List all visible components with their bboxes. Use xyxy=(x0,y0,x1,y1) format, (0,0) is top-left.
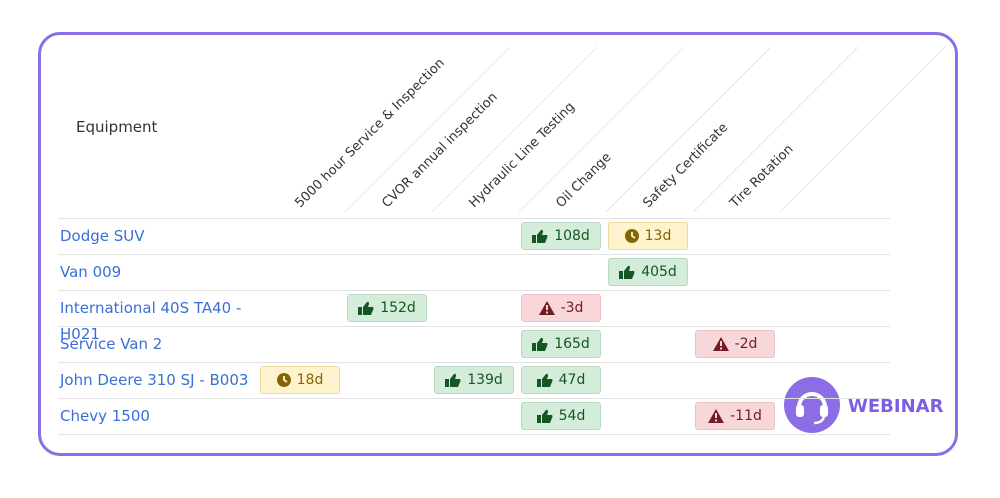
badge-text: -2d xyxy=(734,336,758,352)
badge-text: -3d xyxy=(560,300,584,316)
status-icon xyxy=(624,229,639,243)
header-divider xyxy=(518,46,685,213)
badge-text: 47d xyxy=(558,372,586,388)
status-badge: 165d xyxy=(521,330,601,358)
status-badge: 108d xyxy=(521,222,601,250)
badge-text: 54d xyxy=(558,408,586,424)
status-badge: 152d xyxy=(347,294,427,322)
badge-text: 108d xyxy=(554,228,590,244)
header-divider xyxy=(779,46,946,213)
status-badge: 18d xyxy=(260,366,340,394)
status-badge: 54d xyxy=(521,402,601,430)
header-divider xyxy=(431,46,598,213)
equipment-name: International 40S TA40 - H021 xyxy=(60,299,242,343)
row-line xyxy=(58,290,890,291)
status-icon xyxy=(276,373,291,387)
status-icon xyxy=(445,373,461,387)
status-badge: 13d xyxy=(608,222,688,250)
status-icon xyxy=(538,301,555,315)
status-badge: 139d xyxy=(434,366,514,394)
logo-text: WEBINAR xyxy=(848,396,944,417)
status-icon xyxy=(708,409,725,423)
equipment-header: Equipment xyxy=(76,118,158,136)
equipment-name: Van 009 xyxy=(60,263,122,281)
header-divider xyxy=(692,46,859,213)
status-badge: -11d xyxy=(695,402,775,430)
row-line xyxy=(58,218,890,219)
status-icon xyxy=(532,229,548,243)
row-line xyxy=(58,398,890,399)
row-line xyxy=(58,326,890,327)
badge-text: -11d xyxy=(730,408,762,424)
status-icon xyxy=(532,337,548,351)
badge-text: 13d xyxy=(644,228,672,244)
badge-text: 139d xyxy=(467,372,503,388)
status-icon xyxy=(712,337,729,351)
headset xyxy=(796,392,828,425)
equipment-name: Dodge SUV xyxy=(60,227,145,245)
status-badge: 405d xyxy=(608,258,688,286)
status-badge: -2d xyxy=(695,330,775,358)
equipment-name: Service Van 2 xyxy=(60,335,163,353)
equipment-name: John Deere 310 SJ - B003 xyxy=(60,371,249,389)
row-line xyxy=(58,434,890,435)
badge-text: 152d xyxy=(380,300,416,316)
badge-text: 405d xyxy=(641,264,677,280)
status-badge: -3d xyxy=(521,294,601,322)
equipment-name: Chevy 1500 xyxy=(60,407,150,425)
card xyxy=(38,32,958,456)
badge-text: 165d xyxy=(554,336,590,352)
status-icon xyxy=(358,301,374,315)
badge-text: 18d xyxy=(296,372,324,388)
logo-icon xyxy=(784,377,840,433)
row-line xyxy=(58,362,890,363)
row-line xyxy=(58,254,890,255)
status-icon xyxy=(619,265,635,279)
status-icon xyxy=(536,373,553,387)
status-icon xyxy=(536,409,553,423)
header-divider xyxy=(344,46,511,213)
header-divider xyxy=(605,46,772,213)
status-badge: 47d xyxy=(521,366,601,394)
